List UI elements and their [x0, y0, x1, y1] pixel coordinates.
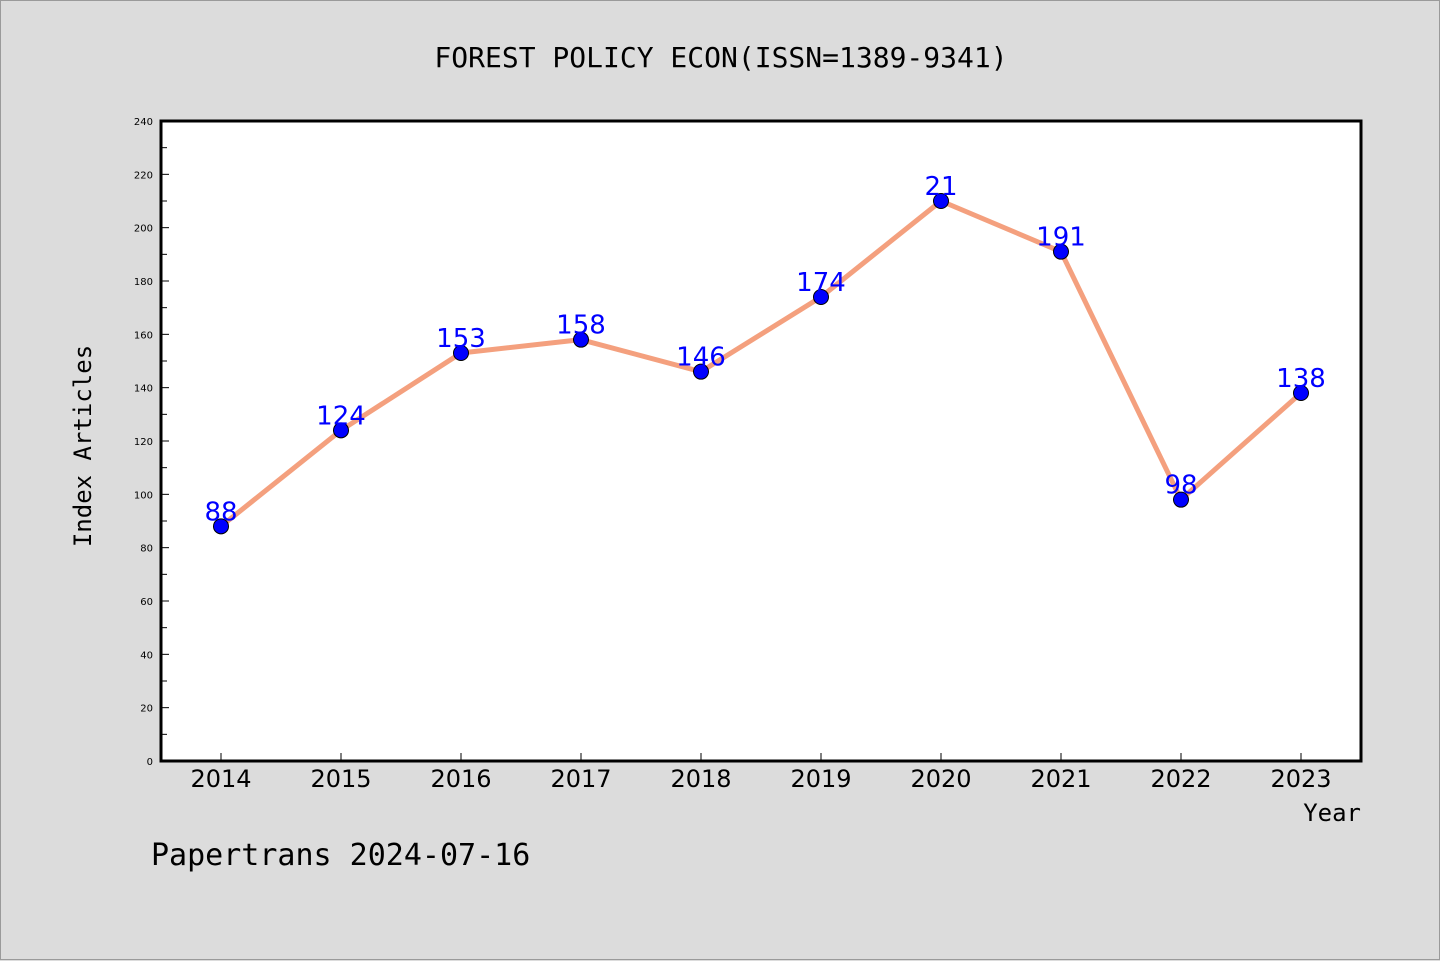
y-tick-label: 160 — [134, 330, 153, 341]
data-point — [933, 193, 949, 209]
y-tick-label: 240 — [134, 117, 153, 128]
data-label: 153 — [436, 324, 486, 354]
series-line — [219, 198, 1303, 529]
data-label: 98 — [1164, 471, 1197, 501]
chart-title: FOREST POLICY ECON(ISSN=1389-9341) — [434, 41, 1007, 74]
data-label: 191 — [1036, 223, 1086, 253]
data-label: 174 — [796, 268, 846, 298]
data-label: 124 — [316, 401, 366, 431]
data-point — [453, 345, 469, 361]
y-tick-label: 200 — [134, 224, 153, 235]
y-tick-label: 20 — [140, 704, 153, 715]
y-tick-label: 180 — [134, 277, 153, 288]
data-point — [813, 289, 829, 305]
data-point — [1053, 243, 1069, 260]
x-tick-label: 2023 — [1270, 765, 1331, 793]
x-tick-label: 2022 — [1150, 765, 1211, 793]
y-tick-label: 40 — [140, 650, 153, 661]
y-tick-label: 0 — [147, 757, 153, 768]
x-tick-label: 2017 — [550, 765, 611, 793]
x-axis: 2014 2015 2016 2017 2018 2019 2020 2021 2022 2023 — [190, 753, 1332, 793]
plot-area — [159, 119, 1363, 763]
data-point — [573, 331, 589, 348]
data-point — [693, 363, 709, 380]
series-index-articles: 88 124 153 158 146 174 21 191 98 138 — [204, 172, 1326, 535]
y-tick-label: 80 — [140, 544, 153, 555]
footer-credit: Papertrans 2024-07-16 — [151, 838, 530, 873]
y-tick-label: 140 — [134, 384, 153, 395]
y-axis: 0 20 40 60 80 100 120 140 160 180 200 220 240 — [134, 117, 169, 768]
data-point — [1173, 491, 1189, 508]
data-label: 138 — [1276, 364, 1326, 394]
x-tick-label: 2015 — [310, 765, 371, 793]
x-tick-label: 2019 — [790, 765, 851, 793]
y-tick-label: 220 — [134, 170, 153, 181]
x-axis-title: Year — [1303, 799, 1361, 827]
data-point — [333, 422, 349, 439]
data-label: 21 — [924, 172, 957, 202]
data-point — [213, 518, 229, 535]
y-axis-title: Index Articles — [69, 345, 97, 547]
x-tick-label: 2020 — [910, 765, 971, 793]
x-tick-label: 2014 — [190, 765, 251, 793]
y-tick-label: 60 — [140, 597, 153, 608]
data-label: 88 — [204, 497, 237, 527]
y-tick-label: 120 — [134, 437, 153, 448]
x-tick-label: 2018 — [670, 765, 731, 793]
x-tick-label: 2016 — [430, 765, 491, 793]
data-label: 146 — [676, 343, 726, 373]
x-tick-label: 2021 — [1030, 765, 1091, 793]
data-label: 158 — [556, 311, 606, 341]
y-tick-label: 100 — [134, 490, 153, 501]
data-point — [1293, 385, 1309, 401]
